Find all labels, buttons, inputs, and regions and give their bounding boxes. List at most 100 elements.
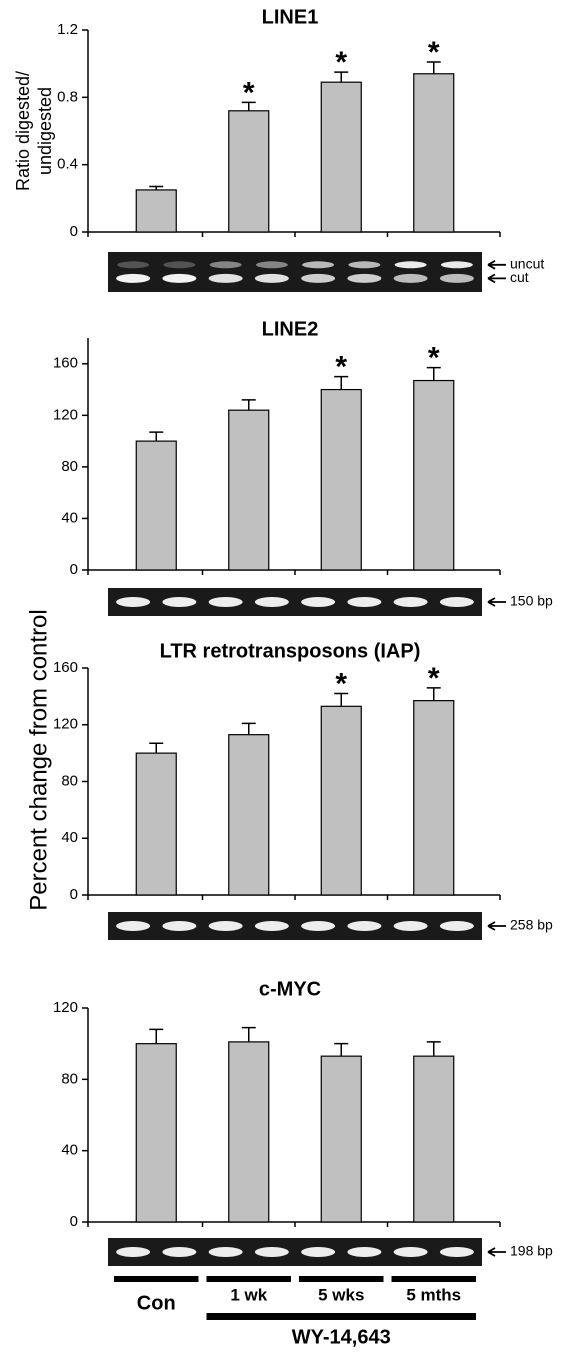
gel-arrow (488, 1248, 506, 1256)
gel-band (440, 274, 474, 283)
chart-title: LINE1 (262, 6, 319, 28)
gel-band (301, 1247, 335, 1257)
gel-band (255, 597, 289, 607)
y-tick-label: 120 (53, 406, 78, 423)
gel-band (347, 1247, 381, 1257)
gel-band (209, 921, 243, 931)
y-label: undigested (35, 87, 55, 175)
error-bar (242, 1028, 256, 1042)
bar (136, 190, 176, 232)
gel-band (441, 261, 473, 268)
y-tick-label: 120 (53, 716, 78, 733)
y-tick-label: 0.4 (57, 156, 78, 173)
x-tick-label: 5 wks (318, 1285, 364, 1304)
gel-band (116, 597, 150, 607)
gel-band (301, 921, 335, 931)
gel-band (440, 921, 474, 931)
gel-band (347, 597, 381, 607)
bar (229, 1042, 269, 1222)
y-tick-label: 80 (61, 1070, 78, 1087)
bar (321, 390, 361, 570)
treatment-label: WY-14,643 (292, 1326, 391, 1348)
gel-band (394, 1247, 428, 1257)
error-bar (427, 1042, 441, 1056)
significance-star: * (335, 351, 347, 384)
shared-y-label: Percent change from control (25, 609, 52, 911)
gel-band (440, 1247, 474, 1257)
gel-arrow (488, 261, 506, 269)
chart-title: LINE2 (262, 318, 319, 340)
error-bar (334, 1044, 348, 1056)
treatment-bar (207, 1313, 477, 1320)
gel-band (394, 921, 428, 931)
bar (136, 753, 176, 895)
gel-band (347, 274, 381, 283)
x-tick-label: 5 mths (406, 1285, 461, 1304)
gel-arrow (488, 274, 506, 282)
bar (321, 82, 361, 232)
y-tick-label: 40 (61, 509, 78, 526)
chart-title: c-MYC (259, 978, 321, 1000)
gel-label: 198 bp (510, 1243, 553, 1259)
error-bar (149, 1029, 163, 1043)
chart-title: LTR retrotransposons (IAP) (160, 640, 421, 662)
gel-band (347, 921, 381, 931)
y-tick-label: 40 (61, 1142, 78, 1159)
gel-band (209, 597, 243, 607)
bar (414, 74, 454, 232)
bar (414, 381, 454, 570)
error-bar (242, 723, 256, 734)
gel-band (394, 597, 428, 607)
gel-band (255, 921, 289, 931)
gel-label: 150 bp (510, 593, 553, 609)
gel-image (108, 252, 482, 292)
group-bar (392, 1276, 477, 1282)
group-bar (207, 1276, 292, 1282)
significance-star: * (335, 667, 347, 700)
significance-star: * (428, 36, 440, 69)
gel-label: cut (510, 269, 529, 285)
gel-arrow (488, 598, 506, 606)
gel-band (162, 597, 196, 607)
figure: Percent change from control LINE1 Ratio d… (0, 0, 566, 1355)
gel-band (395, 261, 427, 268)
gel-band (117, 261, 149, 268)
gel-band (301, 597, 335, 607)
gel-band (209, 274, 243, 283)
bar (414, 1056, 454, 1222)
y-tick-label: 0 (70, 886, 78, 903)
bar (229, 735, 269, 895)
gel-band (255, 1247, 289, 1257)
error-bar (149, 432, 163, 441)
group-bar (114, 1276, 199, 1282)
gel-band (116, 1247, 150, 1257)
y-tick-label: 0.8 (57, 88, 78, 105)
bar (229, 111, 269, 232)
x-tick-label: Con (137, 1292, 176, 1314)
gel-band (162, 274, 196, 283)
bar (136, 441, 176, 570)
significance-star: * (335, 46, 347, 79)
bar (321, 706, 361, 895)
error-bar (149, 743, 163, 753)
gel-band (162, 1247, 196, 1257)
gel-band (348, 261, 380, 268)
y-tick-label: 40 (61, 829, 78, 846)
gel-band (301, 274, 335, 283)
bar (136, 1044, 176, 1222)
bar (229, 410, 269, 570)
gel-band (163, 261, 195, 268)
significance-star: * (243, 76, 255, 109)
y-tick-label: 0 (70, 561, 78, 578)
y-tick-label: 80 (61, 772, 78, 789)
gel-band (394, 274, 428, 283)
significance-star: * (428, 342, 440, 375)
y-tick-label: 80 (61, 458, 78, 475)
bar (321, 1056, 361, 1222)
gel-band (302, 261, 334, 268)
y-label: Ratio digested/ (13, 71, 33, 191)
group-bar (299, 1276, 384, 1282)
gel-band (440, 597, 474, 607)
gel-band (162, 921, 196, 931)
y-tick-label: 0 (70, 1213, 78, 1230)
